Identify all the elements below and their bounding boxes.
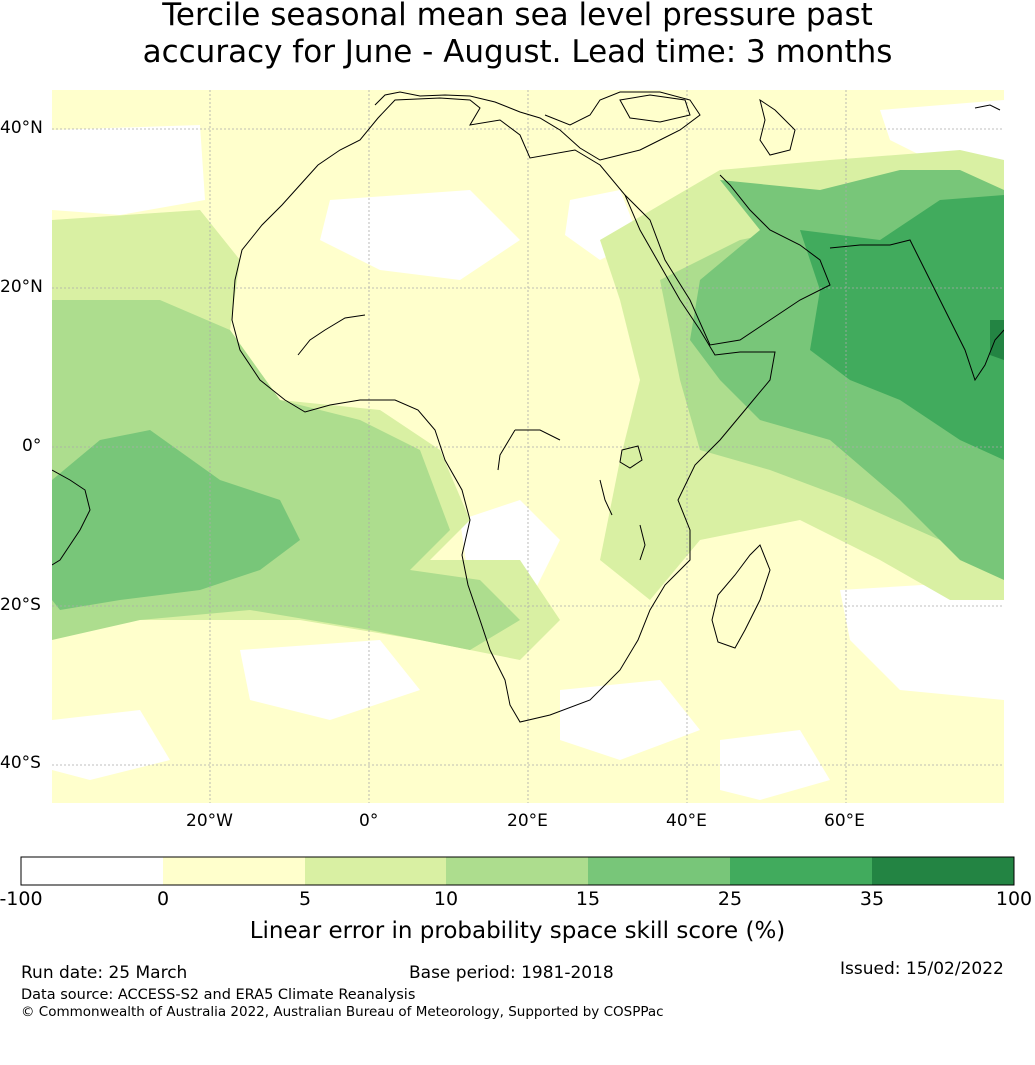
niger-river: [297, 314, 366, 356]
colorbar-bin: [446, 857, 588, 885]
coastline-fragment: [974, 104, 1001, 111]
colorbar-tick-label: 25: [717, 888, 743, 910]
coastline-europe: [374, 91, 701, 161]
region-15-25: [52, 430, 300, 610]
lake-tanganyika: [599, 479, 613, 516]
data-source: Data source: ACCESS-S2 and ERA5 Climate …: [21, 987, 416, 1003]
coastline-caspian-sea: [759, 98, 796, 156]
colorbar-bin: [163, 857, 305, 885]
region-25-35: [800, 195, 1004, 460]
lon-label: 20°E: [507, 811, 548, 831]
region-35-100: [990, 320, 1004, 360]
colorbar-tick-label: 100: [995, 888, 1033, 910]
region-low-skill: [320, 190, 520, 280]
colorbar-bin: [305, 857, 446, 885]
region-low-skill: [240, 640, 420, 720]
region-low-skill: [840, 580, 1004, 700]
lake-victoria: [619, 445, 643, 469]
run-date: Run date: 25 March: [21, 963, 188, 983]
colorbar-outline: [20, 856, 1015, 886]
colorbar-tick-label: 5: [298, 888, 312, 910]
chart-title-line-2: accuracy for June - August. Lead time: 3…: [142, 34, 893, 70]
base-period: Base period: 1981-2018: [409, 963, 614, 983]
colorbar-tick-label: 10: [433, 888, 459, 910]
issued-date: Issued: 15/02/2022: [840, 959, 1004, 979]
lat-label: 20°S: [0, 595, 41, 615]
copyright: © Commonwealth of Australia 2022, Austra…: [21, 1004, 664, 1020]
colorbar: [20, 856, 1015, 886]
coastline-africa: [231, 97, 776, 723]
lon-label: 20°W: [186, 811, 233, 831]
coastlines: [52, 91, 1004, 723]
map-canvas: [52, 90, 1004, 803]
lat-label: 40°N: [0, 118, 43, 138]
lon-label: 0°: [359, 811, 379, 831]
colorbar-tick-label: -100: [0, 888, 43, 910]
coastline-black-sea: [619, 94, 691, 123]
lat-label: 0°: [22, 436, 42, 456]
colorbar-label: Linear error in probability space skill …: [249, 918, 786, 944]
colorbar-tick-label: 35: [859, 888, 885, 910]
coastline-arabia: [624, 174, 831, 346]
lat-label: 20°N: [0, 277, 43, 297]
region-low-skill: [52, 125, 205, 215]
gridlines: [52, 90, 1004, 803]
congo-river: [497, 429, 561, 471]
coastline-south-america: [52, 469, 91, 566]
chart-title-line-1: Tercile seasonal mean sea level pressure…: [162, 0, 873, 33]
colorbar-tick-label: 15: [575, 888, 601, 910]
region-low-skill: [720, 730, 830, 800]
coastline-india: [829, 239, 1004, 382]
colorbar-bin: [872, 857, 1014, 885]
colorbar-bin: [588, 857, 730, 885]
lake-malawi: [639, 524, 646, 561]
lon-label: 40°E: [666, 811, 707, 831]
region-low-skill: [560, 680, 700, 760]
lat-label: 40°S: [0, 753, 41, 773]
region-low-skill: [52, 710, 170, 780]
colorbar-bin: [21, 857, 163, 885]
lon-label: 60°E: [824, 811, 865, 831]
coastline-madagascar: [711, 544, 771, 649]
skill-score-field: [52, 100, 1004, 800]
colorbar-bin: [730, 857, 872, 885]
colorbar-tick-label: 0: [156, 888, 170, 910]
region-low-skill: [880, 100, 1004, 165]
